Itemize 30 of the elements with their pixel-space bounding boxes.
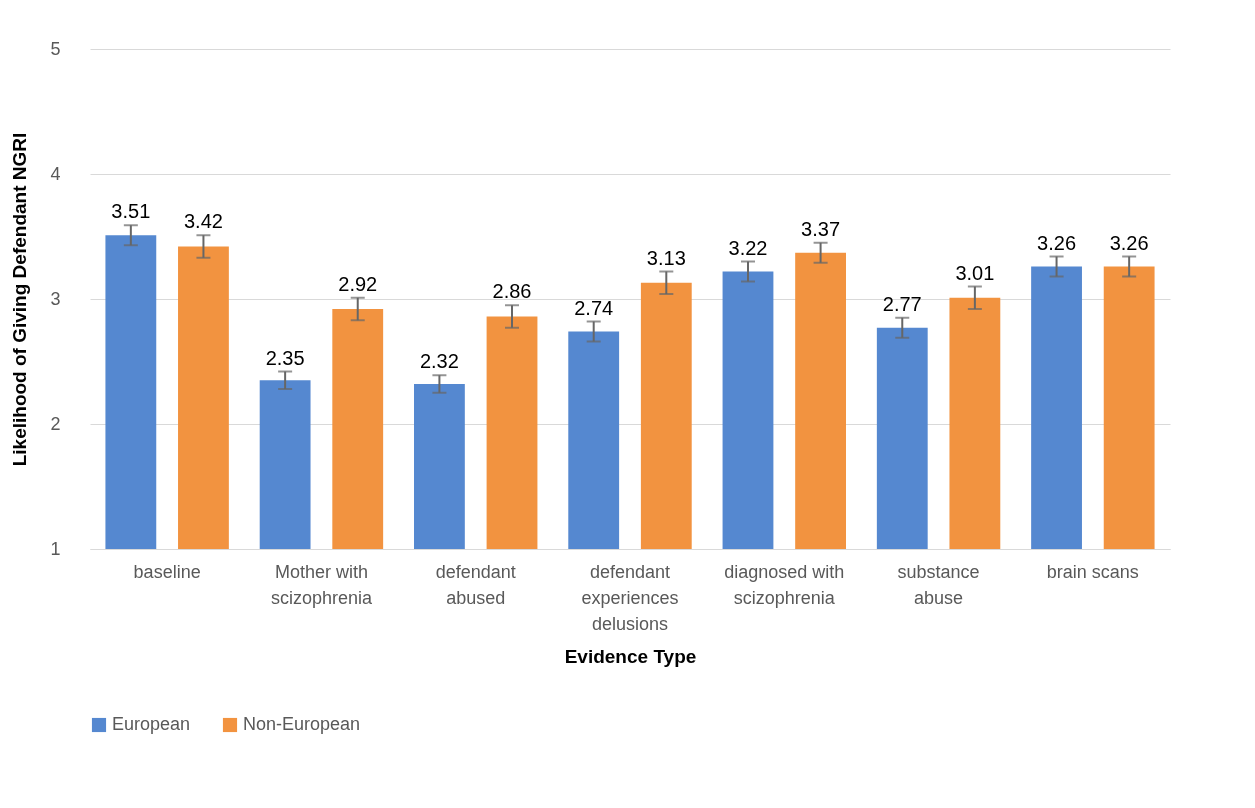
data-label: 3.22 [728,236,768,259]
x-tick-label: substance abuse [897,561,980,608]
x-tick-label: defendant abused [435,561,516,608]
y-tick-label: 1 [50,538,61,559]
data-label: 3.26 [1037,231,1077,254]
data-label: 3.37 [801,217,841,240]
data-label: 2.74 [574,296,614,319]
y-axis-title: Likelihood of Giving Defendant NGRI [9,132,31,467]
data-label: 2.77 [882,292,922,315]
x-tick-label: diagnosed with scizophrenia [724,561,845,608]
data-label: 3.42 [183,210,223,233]
y-tick-label: 3 [50,288,61,309]
data-label: 2.92 [338,272,378,295]
data-label: 2.32 [419,350,459,373]
legend-label: Non-European [243,714,361,734]
data-label: 3.01 [955,261,995,284]
data-label: 2.35 [265,346,305,369]
legend-label: European [112,714,191,734]
x-tick-label: Mother with scizophrenia [270,561,373,608]
x-tick-label: brain scans [1046,561,1139,582]
y-tick-label: 2 [50,413,61,434]
x-axis-title: Evidence Type [564,645,697,667]
data-label: 2.86 [492,280,532,303]
data-label: 3.13 [646,246,686,269]
data-label: 3.26 [1109,231,1149,254]
y-tick-label: 5 [50,38,61,59]
data-label: 3.51 [111,200,151,223]
y-tick-label: 4 [50,163,61,184]
x-tick-label: defendant experiences delusions [581,561,679,634]
x-tick-label: baseline [133,561,201,582]
